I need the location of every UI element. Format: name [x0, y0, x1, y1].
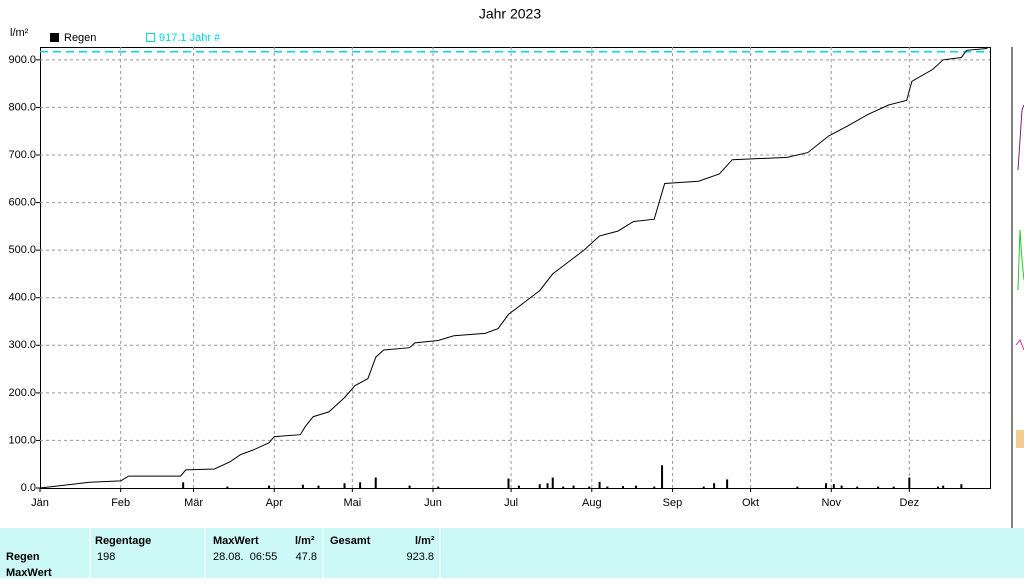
bar	[877, 486, 880, 488]
x-tick-label: Apr	[266, 497, 283, 509]
bar	[598, 481, 601, 488]
bar	[408, 485, 411, 488]
legend-label: 917.1 Jahr #	[159, 32, 221, 44]
x-tick-label: Jän	[31, 497, 49, 509]
row-label: MaxWert	[6, 567, 52, 578]
table-header: l/m²	[295, 535, 315, 547]
table-header: Gesamt	[330, 535, 371, 547]
x-tick-label: Sep	[663, 497, 683, 509]
x-tick-label: Nov	[821, 497, 841, 509]
bar	[301, 484, 304, 488]
side-trace	[1017, 229, 1024, 291]
bar	[892, 486, 895, 488]
bar	[374, 477, 377, 488]
x-tick-label: Mai	[343, 497, 361, 509]
bar	[622, 486, 625, 488]
bar	[226, 486, 229, 488]
side-trace	[1015, 339, 1024, 351]
side-trace	[1016, 430, 1024, 448]
table-cell: 28.08. 06:55	[213, 551, 277, 563]
bar	[942, 485, 945, 488]
bar	[653, 486, 656, 488]
bar	[562, 486, 565, 488]
bar	[908, 477, 911, 488]
bar	[538, 484, 541, 488]
bar	[960, 484, 963, 488]
y-tick-label: 900.0	[8, 54, 36, 66]
bar	[437, 486, 440, 488]
x-tick-label: Jul	[504, 497, 518, 509]
bar	[726, 479, 729, 488]
bar	[359, 482, 362, 488]
y-axis-label: l/m²	[10, 27, 29, 39]
y-tick-label: 100.0	[8, 434, 36, 446]
legend-swatch	[146, 33, 155, 42]
row-label: Regen	[6, 551, 40, 563]
bar	[572, 485, 575, 488]
bar	[702, 486, 705, 488]
bar	[343, 483, 346, 488]
bar	[507, 478, 510, 488]
y-tick-label: 300.0	[8, 339, 36, 351]
y-tick-label: 200.0	[8, 387, 36, 399]
bar	[936, 486, 939, 488]
bar	[856, 486, 859, 488]
y-tick-label: 0.0	[21, 482, 36, 494]
plot-frame	[40, 47, 991, 489]
y-tick-label: 700.0	[8, 149, 36, 161]
table-bg	[0, 528, 1024, 578]
y-tick-label: 500.0	[8, 244, 36, 256]
bar	[317, 485, 320, 488]
x-tick-label: Jun	[424, 497, 442, 509]
x-tick-label: Dez	[900, 497, 920, 509]
bar	[825, 483, 828, 488]
table-cell: 923.8	[406, 551, 434, 563]
table-header: MaxWert	[213, 535, 259, 547]
bar	[635, 485, 638, 488]
table-cell: 198	[97, 551, 115, 563]
bar	[588, 486, 591, 488]
table-lines	[89, 528, 441, 578]
cumulative-line	[39, 48, 988, 489]
x-tick-label: Okt	[742, 497, 759, 509]
table-cell: 47.8	[296, 551, 317, 563]
bar	[551, 477, 554, 488]
table-header: l/m²	[415, 535, 435, 547]
y-tick-label: 800.0	[8, 101, 36, 113]
bar	[268, 485, 271, 488]
table-header: Regentage	[95, 535, 151, 547]
bar	[606, 486, 609, 488]
bar	[661, 465, 664, 488]
bar	[840, 485, 843, 488]
y-tick-label: 600.0	[8, 196, 36, 208]
chart-title: Jahr 2023	[479, 6, 541, 22]
bar	[517, 485, 520, 488]
x-tick-label: Feb	[111, 497, 130, 509]
bar	[832, 484, 835, 488]
bar	[796, 486, 799, 488]
legend-swatch	[50, 33, 59, 42]
bar	[713, 483, 716, 488]
side-trace	[1017, 104, 1024, 171]
x-tick-label: Aug	[582, 497, 602, 509]
legend-label: Regen	[64, 32, 96, 44]
x-tick-label: Mär	[184, 497, 203, 509]
y-tick-label: 400.0	[8, 292, 36, 304]
bar	[182, 482, 185, 488]
bar	[546, 483, 549, 488]
